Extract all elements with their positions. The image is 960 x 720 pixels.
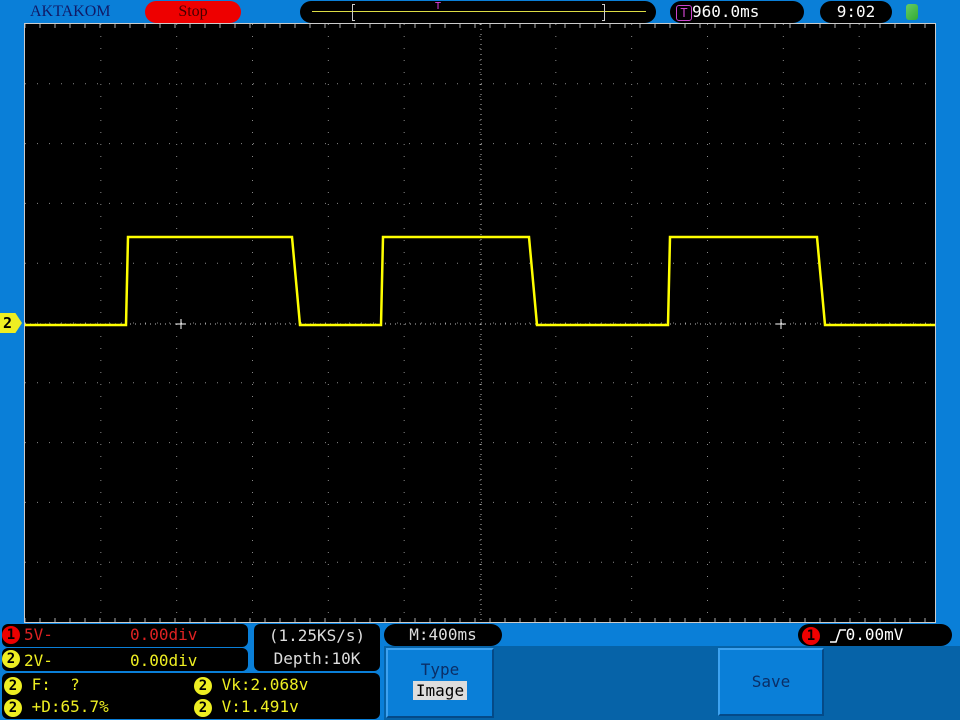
meas-ch-badge: 2 (4, 676, 22, 695)
trigger-position-marker: T (435, 1, 442, 12)
view-bracket-right (602, 4, 605, 21)
ch2-offset: 0.00div (130, 651, 198, 670)
measurements-panel: 2 F: ? 2 Vk:2.068v 2 +D:65.7% 2 V:1.491v (2, 673, 380, 719)
ch2-trace (25, 235, 935, 327)
meas-ch-badge: 2 (4, 698, 22, 717)
ch2-info[interactable]: 2 2V- 0.00div (2, 648, 248, 671)
meas-ch-badge: 2 (194, 676, 212, 695)
measurement-frequency: F: ? (31, 675, 80, 694)
meas-ch-badge: 2 (194, 698, 212, 717)
type-label: Type (420, 660, 460, 679)
trigger-time-icon: T (676, 4, 692, 21)
trigger-time-display: T 960.0ms (670, 1, 804, 23)
run-state-badge[interactable]: Stop (145, 1, 241, 23)
view-bracket-left (352, 4, 355, 21)
memory-position-bar[interactable]: T (300, 1, 656, 23)
usb-icon (906, 4, 918, 20)
memory-depth: Depth:10K (273, 649, 361, 668)
ch1-info[interactable]: 1 5V- 0.00div (2, 624, 248, 647)
measurement-duty: +D:65.7% (31, 697, 109, 716)
ch2-ground-marker[interactable]: 2 (0, 313, 22, 333)
trigger-info[interactable]: 1 0.00mV (798, 624, 952, 646)
waveform-display[interactable] (24, 23, 936, 623)
brand-logo: AKTAKOM (30, 3, 111, 20)
measurement-vrms: V:1.491v (221, 697, 299, 716)
clock: 9:02 (820, 1, 892, 23)
trigger-source-badge: 1 (802, 626, 820, 645)
measurement-vpk: Vk:2.068v (221, 675, 309, 694)
type-button[interactable]: Type Image (386, 648, 494, 718)
memory-line (312, 11, 646, 12)
rising-edge-icon (829, 628, 846, 643)
sample-rate: (1.25KS/s) (268, 626, 366, 645)
acquisition-info: (1.25KS/s) Depth:10K (254, 624, 380, 671)
trigger-time-value: 960.0ms (692, 2, 760, 21)
type-value: Image (412, 681, 468, 700)
ch1-badge: 1 (2, 625, 20, 644)
trigger-level: 0.00mV (845, 625, 904, 644)
timebase[interactable]: M:400ms (384, 624, 502, 646)
ch1-offset: 0.00div (130, 625, 198, 644)
ch1-scale: 5V- (24, 625, 53, 644)
waveform-graticule (24, 24, 935, 622)
ch2-badge: 2 (2, 649, 20, 668)
save-button[interactable]: Save (718, 648, 824, 716)
ch2-scale: 2V- (24, 651, 53, 670)
